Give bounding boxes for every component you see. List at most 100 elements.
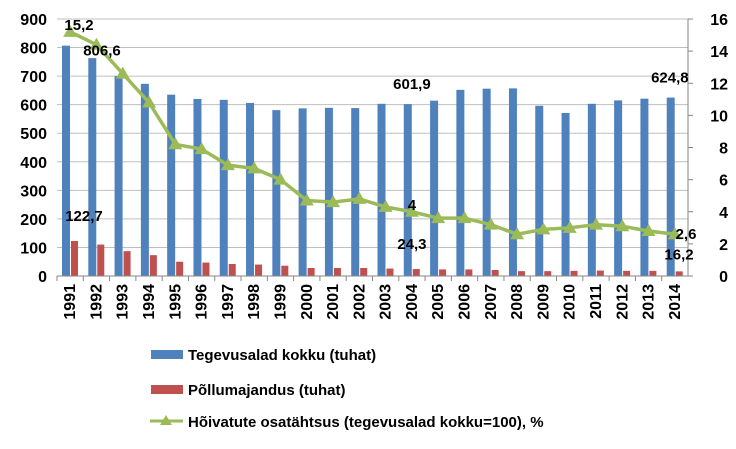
bar-total — [508, 88, 517, 276]
bar-agriculture — [491, 270, 499, 276]
x-tick-label: 1996 — [194, 284, 211, 320]
data-label: 122,7 — [65, 208, 103, 225]
line-marker-triangle — [404, 204, 419, 217]
bar-total — [561, 112, 570, 276]
bar-agriculture — [517, 271, 525, 276]
line-marker-triangle — [615, 219, 630, 232]
bar-total — [482, 88, 491, 276]
data-label: 601,9 — [393, 76, 431, 93]
line-marker-triangle — [431, 211, 446, 224]
x-tick-label: 2013 — [641, 284, 658, 320]
bar-agriculture — [71, 240, 78, 276]
data-label: 16,2 — [664, 246, 693, 263]
line-marker-triangle — [352, 191, 367, 204]
line-marker-triangle — [194, 142, 209, 155]
x-tick-label: 2003 — [378, 284, 395, 320]
bar-agriculture — [439, 269, 447, 276]
line-marker-triangle — [168, 137, 183, 150]
data-label: 2,6 — [676, 226, 697, 243]
data-label: 15,2 — [64, 17, 93, 34]
y-left-tick-label: 600 — [20, 98, 47, 115]
y-left-tick-label: 800 — [20, 41, 47, 58]
legend-label-2: Hõivatute osatähtsus (tegevusalad kokku=… — [188, 414, 544, 431]
bar-total — [351, 108, 360, 277]
legend-swatch-0 — [151, 350, 183, 359]
x-tick-label: 2010 — [562, 284, 579, 320]
bar-total — [114, 76, 123, 276]
legend-label-1: Põllumajandus (tuhat) — [188, 382, 346, 399]
x-tick-label: 2004 — [404, 284, 421, 320]
bar-agriculture — [281, 265, 289, 276]
x-tick-label: 1993 — [115, 284, 132, 320]
legend-label-0: Tegevusalad kokku (tuhat) — [188, 347, 376, 364]
y-left-tick-label: 300 — [20, 183, 47, 200]
bar-agriculture — [176, 261, 184, 276]
y-left-tick-label: 200 — [20, 212, 47, 229]
bar-agriculture — [333, 268, 341, 276]
bar-agriculture — [465, 269, 473, 276]
x-tick-label: 1995 — [167, 284, 184, 320]
y-left-tick-label: 700 — [20, 69, 47, 86]
line-marker-triangle — [510, 227, 525, 240]
y-right-tick-label: 12 — [710, 76, 728, 93]
bar-agriculture — [97, 244, 105, 276]
bar-agriculture — [570, 270, 578, 276]
bar-total — [456, 89, 465, 276]
bar-agriculture — [255, 264, 263, 276]
bar-agriculture — [360, 268, 368, 276]
line-marker-triangle — [89, 37, 104, 50]
bar-total — [298, 108, 307, 276]
x-tick-label: 1999 — [272, 284, 289, 320]
line-marker-triangle — [378, 199, 393, 212]
bar-total — [140, 83, 149, 277]
bar-total — [587, 103, 596, 276]
line-marker-triangle — [667, 227, 682, 240]
bar-total — [246, 102, 255, 276]
bar-total — [614, 100, 623, 276]
bar-total — [193, 98, 202, 276]
bar-agriculture — [123, 251, 131, 276]
bar-total — [324, 107, 333, 277]
legend-marker-triangle — [160, 415, 172, 425]
bar-agriculture — [149, 255, 157, 276]
bar-agriculture — [623, 270, 631, 276]
share-line-path — [69, 30, 676, 237]
legend-swatch-1 — [151, 385, 183, 394]
line-marker-triangle — [273, 172, 288, 185]
bar-total — [219, 99, 228, 276]
data-label: 806,6 — [83, 43, 121, 60]
bar-total — [640, 98, 649, 276]
line-marker-triangle — [247, 161, 262, 174]
share-line — [63, 24, 682, 240]
bar-total — [167, 94, 176, 276]
line-marker-triangle — [562, 220, 577, 233]
bar-agriculture — [386, 268, 394, 276]
bar-total — [666, 97, 675, 276]
x-tick-label: 2008 — [509, 284, 526, 320]
bar-agriculture — [649, 270, 657, 276]
legend: Tegevusalad kokku (tuhat) Põllumajandus (… — [150, 347, 544, 431]
line-marker-triangle — [220, 158, 235, 171]
y-right-tick-label: 16 — [710, 12, 728, 29]
y-left-tick-label: 900 — [20, 12, 47, 29]
x-tick-label: 2014 — [667, 284, 684, 320]
x-tick-label: 2002 — [351, 284, 368, 320]
line-marker-triangle — [588, 217, 603, 230]
axes: 0 100 200 300 400 500 600 700 800 900 0 2 4 6 8 10 12 14 1… — [20, 12, 728, 320]
data-labels: 806,6 15,2 122,7 601,9 4 24,3 624,8 2,6 16,2 — [64, 17, 696, 264]
line-marker-triangle — [483, 217, 498, 230]
bar-total — [377, 103, 386, 276]
data-label: 624,8 — [651, 70, 689, 87]
x-tick-label: 2011 — [588, 284, 605, 319]
y-right-tick-label: 4 — [719, 205, 728, 222]
line-marker-triangle — [115, 66, 130, 79]
data-label: 4 — [408, 197, 417, 214]
bar-total — [272, 110, 281, 276]
y-left-tick-label: 0 — [38, 269, 47, 286]
x-tick-label: 2005 — [430, 284, 447, 320]
x-tick-label: 2007 — [483, 284, 500, 320]
bar-agriculture — [412, 269, 420, 276]
y-right-tick-label: 14 — [710, 44, 728, 61]
y-left-tick-label: 400 — [20, 155, 47, 172]
